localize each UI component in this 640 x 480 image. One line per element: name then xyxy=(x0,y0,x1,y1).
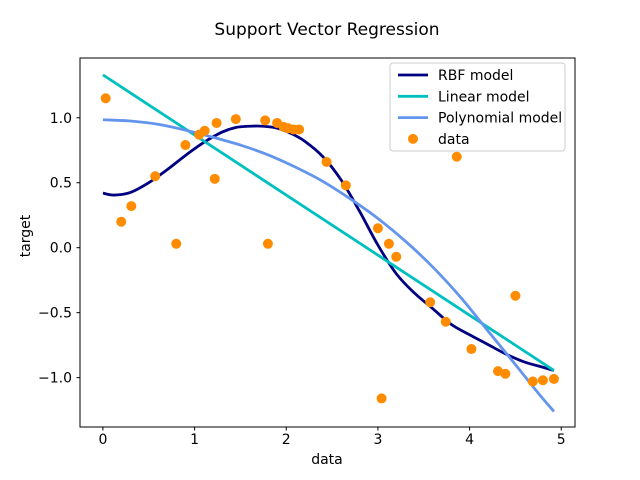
y-tick-label: −1.0 xyxy=(38,371,72,387)
data-point xyxy=(440,316,451,327)
plot-series xyxy=(100,73,559,413)
data-point xyxy=(180,140,191,151)
data-point xyxy=(466,344,477,355)
data-point xyxy=(391,251,402,262)
x-tick-label: 5 xyxy=(557,432,566,448)
axis-ticks: 0 1 2 3 4 5 −1.0 −0.5 0.0 0.5 1.0 xyxy=(38,111,566,448)
rbf-model-line xyxy=(102,124,555,372)
data-point xyxy=(527,376,538,387)
y-tick-label: 0.5 xyxy=(50,176,72,192)
x-tick-label: 3 xyxy=(373,432,382,448)
y-axis-label: target xyxy=(18,214,34,257)
x-tick-label: 0 xyxy=(98,432,107,448)
data-point xyxy=(340,180,351,191)
data-point xyxy=(230,114,241,125)
data-point xyxy=(171,238,182,249)
x-tick-label: 1 xyxy=(190,432,199,448)
data-point xyxy=(260,115,271,126)
x-axis-label: data xyxy=(311,452,343,468)
chart-title: Support Vector Regression xyxy=(214,20,439,40)
data-point xyxy=(150,171,161,182)
legend-label-linear-model: Linear model xyxy=(438,89,530,105)
data-point xyxy=(100,93,111,104)
data-point xyxy=(209,173,220,184)
data-point xyxy=(500,368,511,379)
y-tick-label: −0.5 xyxy=(38,306,72,322)
legend-label-polynomial-model: Polynomial model xyxy=(438,111,562,127)
data-point xyxy=(116,216,127,227)
y-tick-label: 0.0 xyxy=(50,241,72,257)
data-point xyxy=(199,125,210,136)
data-point xyxy=(510,290,521,301)
data-point xyxy=(451,151,462,162)
legend-frame xyxy=(389,62,566,152)
data-point xyxy=(126,201,137,212)
polynomial-model-line xyxy=(102,118,555,413)
data-point xyxy=(321,156,332,167)
plot-spines xyxy=(79,57,576,428)
data-point xyxy=(372,223,383,234)
data-point xyxy=(376,393,387,404)
data-point xyxy=(294,124,305,135)
y-tick-label: 1.0 xyxy=(50,111,72,127)
data-point xyxy=(383,238,394,249)
data-point xyxy=(537,375,548,386)
data-point xyxy=(211,117,222,128)
legend: RBF model Linear model Polynomial model dat… xyxy=(389,62,566,152)
legend-swatch-data xyxy=(408,133,418,144)
axes-frame xyxy=(79,57,576,428)
data-point xyxy=(425,297,436,308)
data-point xyxy=(262,238,273,249)
data-point xyxy=(548,373,559,384)
legend-label-rbf-model: RBF model xyxy=(438,68,513,84)
x-tick-label: 4 xyxy=(465,432,474,448)
x-tick-label: 2 xyxy=(282,432,291,448)
legend-label-data: data xyxy=(438,132,470,148)
